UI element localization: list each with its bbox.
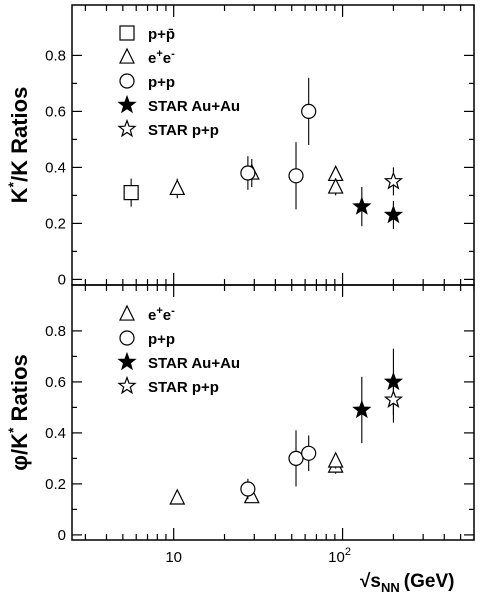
legend-marker-5 [117, 118, 137, 138]
y-tick-label: 0 [58, 271, 66, 288]
legend-marker-4 [117, 375, 137, 395]
legend-marker-3 [117, 351, 137, 371]
legend-marker-2 [119, 47, 135, 64]
data-point [123, 185, 139, 201]
data-point [240, 165, 256, 181]
legend-label: STAR p+p [148, 379, 219, 396]
data-point [301, 103, 317, 120]
legend-marker-1 [119, 304, 135, 321]
plot-frame [71, 4, 475, 286]
data-point [301, 445, 317, 461]
y-axis-label: φ/K* Ratios [5, 354, 32, 471]
data-point [327, 451, 344, 468]
y-tick-label: 0.8 [45, 47, 66, 64]
data-point [383, 389, 404, 408]
plot-frame [71, 284, 475, 541]
legend-marker-3 [119, 73, 135, 89]
y-tick-label: 0.4 [45, 159, 66, 176]
x-tick-label: 10 [165, 549, 182, 566]
y-axis-label: K*/K Ratios [5, 87, 32, 204]
legend-marker-4 [117, 94, 137, 114]
legend-marker-1 [119, 25, 135, 41]
x-axis-label: √sNN (GeV) [360, 571, 454, 595]
legend-label: p+p̄ [148, 26, 175, 43]
panel-2: 0 0.2 0.4 0.6 0.8 φ/K* Ratios e+e-p+p STAR Au+A… [5, 284, 475, 544]
y-tick-label: 0 [58, 527, 66, 544]
data-point [383, 171, 404, 190]
data-point [352, 399, 372, 419]
panel-1: 0 0.2 0.4 0.6 0.8 K*/K Ratios p+p̄ e+e-p+p STAR … [5, 4, 475, 288]
legend-label: e+e- [148, 305, 175, 324]
data-point [169, 488, 186, 505]
y-tick-label: 0.4 [45, 425, 66, 442]
legend-marker-2 [119, 330, 135, 346]
y-tick-label: 0.8 [45, 323, 66, 340]
data-point [288, 168, 304, 184]
data-point [288, 450, 304, 466]
legend-label: STAR Au+Au [148, 355, 240, 372]
data-point [352, 196, 372, 215]
legend-label: STAR Au+Au [148, 98, 240, 115]
data-point [327, 177, 344, 194]
y-tick-label: 0.2 [45, 476, 66, 493]
legend-label: p+p [148, 74, 175, 91]
data-point [383, 204, 404, 224]
y-tick-label: 0.6 [45, 103, 66, 120]
legend-label: e+e- [148, 48, 175, 67]
y-tick-label: 0.6 [45, 374, 66, 391]
legend-label: p+p [148, 331, 175, 348]
legend-label: STAR p+p [148, 122, 219, 139]
data-point [169, 179, 186, 196]
x-tick-label: 102 [328, 546, 351, 566]
data-point [240, 481, 256, 497]
y-tick-label: 0.2 [45, 215, 66, 232]
